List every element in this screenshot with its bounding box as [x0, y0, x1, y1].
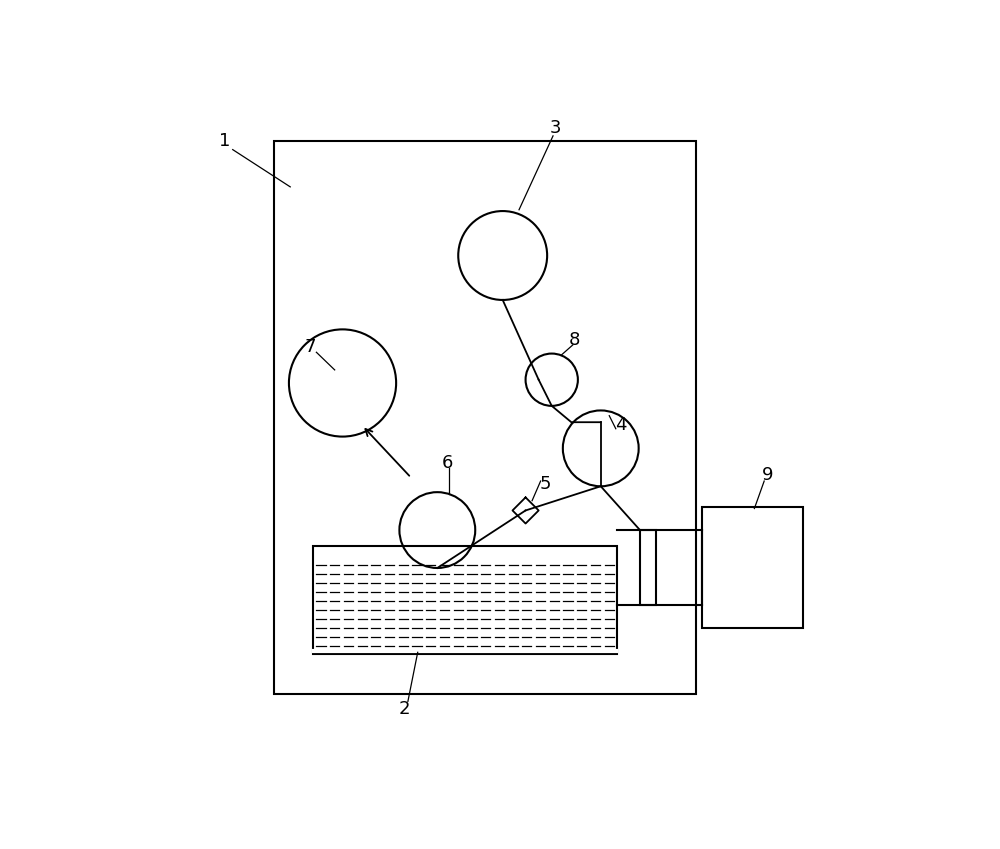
Bar [640, 530, 656, 605]
Text: 7: 7 [304, 338, 316, 356]
Text: 1: 1 [219, 132, 231, 150]
Text: 5: 5 [539, 475, 551, 493]
Text: 8: 8 [569, 331, 580, 350]
Text: 2: 2 [399, 700, 410, 717]
Bar [274, 141, 696, 694]
Text: 3: 3 [549, 119, 561, 137]
Bar [313, 547, 617, 655]
Bar [702, 507, 803, 628]
Text: 9: 9 [762, 465, 773, 484]
Text: 4: 4 [615, 417, 626, 435]
Text: 6: 6 [441, 453, 453, 472]
